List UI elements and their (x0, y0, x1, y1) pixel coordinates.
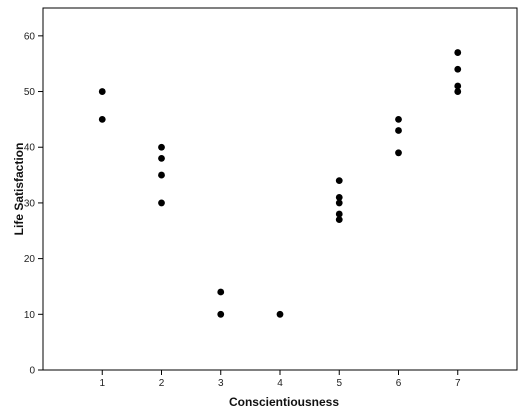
data-points (98, 49, 462, 318)
data-point (454, 49, 462, 56)
data-point (335, 193, 343, 201)
y-axis-title: Life Satisfaction (12, 143, 26, 236)
y-axis: 0 10 20 30 40 50 60 (24, 31, 43, 377)
data-point (335, 210, 343, 218)
data-point (158, 143, 165, 151)
data-point (335, 199, 343, 207)
y-tick-label: 30 (24, 198, 36, 209)
x-tick-label: 2 (159, 378, 165, 389)
data-point (158, 154, 165, 162)
data-point (454, 65, 462, 73)
data-point (276, 310, 284, 318)
x-tick-label: 1 (99, 378, 105, 389)
x-tick-label: 4 (277, 378, 283, 389)
y-tick-label: 40 (24, 143, 36, 154)
data-point (335, 216, 343, 224)
data-point (395, 127, 402, 134)
y-tick-label: 60 (24, 31, 36, 42)
y-tick-label: 50 (24, 87, 36, 98)
data-point (395, 115, 402, 123)
data-point (98, 88, 106, 95)
data-point (395, 149, 402, 157)
y-tick-label: 20 (24, 254, 36, 265)
data-point (217, 310, 225, 318)
x-tick-label: 5 (336, 378, 342, 389)
y-tick-label: 10 (24, 310, 36, 321)
data-point (158, 199, 165, 207)
data-point (158, 171, 165, 179)
data-point (454, 82, 462, 90)
x-axis: 1 2 3 4 5 6 7 (99, 370, 461, 389)
y-tick-label: 0 (29, 366, 35, 377)
data-point (335, 177, 343, 185)
data-point (98, 115, 106, 123)
x-tick-label: 3 (218, 378, 224, 389)
x-axis-title: Conscientiousness (229, 395, 339, 409)
data-point (217, 288, 225, 296)
data-point (454, 88, 462, 95)
x-tick-label: 7 (455, 378, 461, 389)
x-tick-label: 6 (396, 378, 402, 389)
